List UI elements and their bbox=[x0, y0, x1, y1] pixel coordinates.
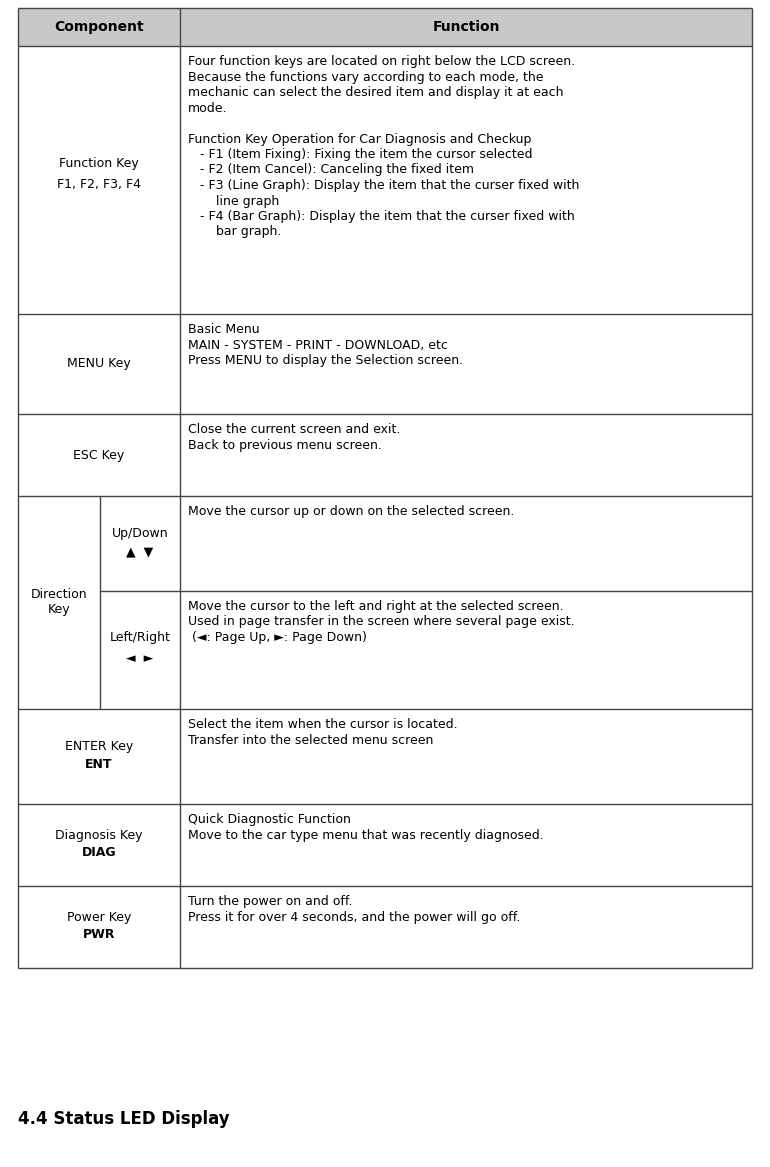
Text: Quick Diagnostic Function: Quick Diagnostic Function bbox=[188, 813, 351, 826]
Text: mode.: mode. bbox=[188, 102, 227, 114]
Text: PWR: PWR bbox=[82, 929, 116, 942]
Text: Press MENU to display the Selection screen.: Press MENU to display the Selection scre… bbox=[188, 354, 463, 366]
Text: Used in page transfer in the screen where several page exist.: Used in page transfer in the screen wher… bbox=[188, 615, 574, 629]
Text: Function Key Operation for Car Diagnosis and Checkup: Function Key Operation for Car Diagnosis… bbox=[188, 133, 531, 146]
Text: - F4 (Bar Graph): Display the item that the curser fixed with: - F4 (Bar Graph): Display the item that … bbox=[188, 210, 574, 223]
Text: Move the cursor up or down on the selected screen.: Move the cursor up or down on the select… bbox=[188, 505, 514, 518]
Text: - F1 (Item Fixing): Fixing the item the cursor selected: - F1 (Item Fixing): Fixing the item the … bbox=[188, 148, 533, 161]
Text: Function: Function bbox=[432, 20, 500, 34]
Text: Because the functions vary according to each mode, the: Because the functions vary according to … bbox=[188, 70, 544, 84]
Text: Four function keys are located on right below the LCD screen.: Four function keys are located on right … bbox=[188, 55, 575, 68]
Text: Up/Down: Up/Down bbox=[112, 527, 169, 540]
Text: bar graph.: bar graph. bbox=[188, 225, 281, 238]
Text: Left/Right: Left/Right bbox=[109, 631, 170, 644]
Text: Component: Component bbox=[54, 20, 144, 34]
Text: Direction
Key: Direction Key bbox=[31, 588, 87, 616]
Text: Close the current screen and exit.: Close the current screen and exit. bbox=[188, 422, 400, 436]
Text: - F2 (Item Cancel): Canceling the fixed item: - F2 (Item Cancel): Canceling the fixed … bbox=[188, 163, 474, 176]
Text: DIAG: DIAG bbox=[82, 846, 116, 860]
Text: mechanic can select the desired item and display it at each: mechanic can select the desired item and… bbox=[188, 86, 564, 99]
Text: Move the cursor to the left and right at the selected screen.: Move the cursor to the left and right at… bbox=[188, 600, 564, 613]
Text: Select the item when the cursor is located.: Select the item when the cursor is locat… bbox=[188, 718, 457, 731]
Text: Function Key: Function Key bbox=[59, 158, 139, 170]
Text: ENT: ENT bbox=[85, 759, 112, 771]
Text: 4.4 Status LED Display: 4.4 Status LED Display bbox=[18, 1110, 229, 1128]
Text: (◄: Page Up, ►: Page Down): (◄: Page Up, ►: Page Down) bbox=[188, 631, 367, 644]
Text: MENU Key: MENU Key bbox=[67, 357, 131, 370]
Text: MAIN - SYSTEM - PRINT - DOWNLOAD, etc: MAIN - SYSTEM - PRINT - DOWNLOAD, etc bbox=[188, 338, 448, 351]
Text: Transfer into the selected menu screen: Transfer into the selected menu screen bbox=[188, 734, 434, 747]
Text: F1, F2, F3, F4: F1, F2, F3, F4 bbox=[57, 179, 141, 191]
Text: ESC Key: ESC Key bbox=[73, 448, 125, 461]
Text: line graph: line graph bbox=[188, 195, 280, 208]
Text: Back to previous menu screen.: Back to previous menu screen. bbox=[188, 439, 382, 452]
Text: ENTER Key: ENTER Key bbox=[65, 740, 133, 753]
Text: Move to the car type menu that was recently diagnosed.: Move to the car type menu that was recen… bbox=[188, 829, 544, 841]
Text: ◄  ►: ◄ ► bbox=[126, 651, 154, 664]
Text: Turn the power on and off.: Turn the power on and off. bbox=[188, 895, 353, 908]
Bar bbox=[18, 8, 752, 46]
Text: ▲  ▼: ▲ ▼ bbox=[126, 545, 154, 558]
Text: Diagnosis Key: Diagnosis Key bbox=[55, 829, 142, 841]
Text: Basic Menu: Basic Menu bbox=[188, 323, 259, 336]
Text: Press it for over 4 seconds, and the power will go off.: Press it for over 4 seconds, and the pow… bbox=[188, 910, 521, 923]
Text: - F3 (Line Graph): Display the item that the curser fixed with: - F3 (Line Graph): Display the item that… bbox=[188, 179, 579, 193]
Text: Power Key: Power Key bbox=[67, 910, 131, 923]
